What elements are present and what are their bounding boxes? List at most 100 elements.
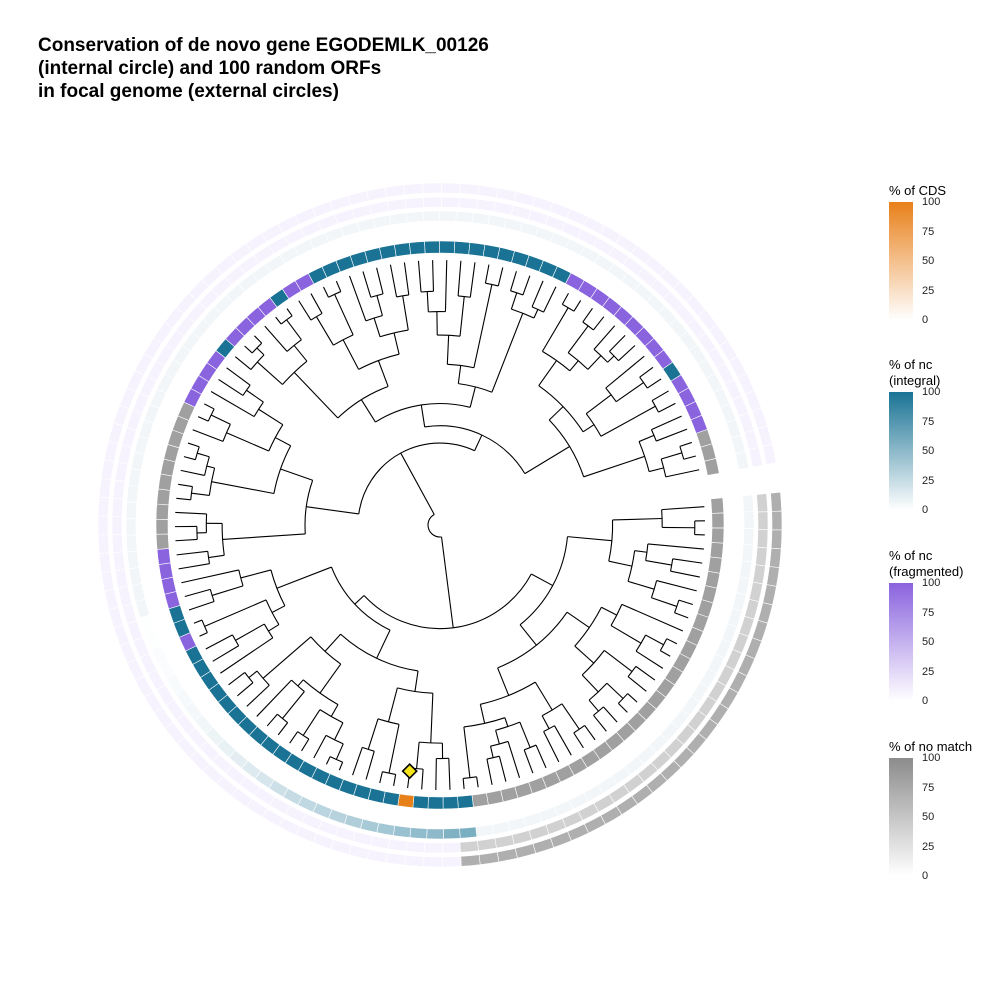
- tree-arc: [511, 308, 535, 319]
- tree-branch: [491, 313, 524, 393]
- outer-ring-cell: [128, 566, 142, 586]
- outer-ring-cell: [352, 831, 373, 846]
- tree-branch: [646, 378, 662, 389]
- tree-branch: [615, 382, 644, 403]
- outer-ring-cell: [376, 822, 396, 836]
- outer-ring-cell: [731, 395, 749, 417]
- outer-ring-cell: [104, 588, 119, 611]
- outer-ring-cell: [334, 825, 356, 842]
- tree-branch: [315, 316, 334, 346]
- outer-ring-cell: [369, 200, 390, 215]
- outer-ring-cell: [97, 534, 110, 555]
- tree-branch: [403, 262, 410, 295]
- tree-branch: [417, 260, 422, 293]
- outer-ring-cell: [441, 842, 461, 854]
- tree-arc: [297, 731, 310, 740]
- tree-branch: [444, 260, 448, 312]
- tree-branch: [373, 317, 381, 337]
- outer-ring-cell: [126, 484, 139, 503]
- tree-branch: [349, 275, 367, 322]
- legend-tick: 50: [922, 636, 935, 648]
- tree-branch: [376, 295, 383, 316]
- tree-branch: [473, 284, 493, 368]
- outer-ring-cell: [736, 576, 750, 596]
- legend-tick: 100: [922, 752, 941, 764]
- tree-arc: [208, 467, 216, 496]
- legend-nc-integral-title-1: % of nc: [889, 357, 933, 372]
- outer-ring-cell: [100, 459, 115, 481]
- tree-branch: [457, 260, 462, 296]
- inner-ring-cell: [382, 791, 400, 807]
- inner-ring-cell: [442, 796, 459, 810]
- tree-branch: [276, 566, 332, 589]
- outer-ring-cell: [519, 221, 539, 237]
- tree-branch: [462, 778, 465, 789]
- tree-branch: [519, 721, 531, 748]
- outer-ring-cell: [100, 570, 115, 592]
- outer-ring-cell: [405, 211, 424, 224]
- outer-ring-cell: [387, 838, 408, 852]
- tree-arc: [231, 634, 240, 647]
- outer-ring-cell: [113, 404, 130, 427]
- outer-ring-cell: [111, 497, 124, 517]
- tree-branch: [393, 774, 397, 787]
- tree-arc: [519, 536, 569, 626]
- outer-ring-cell: [752, 564, 766, 585]
- tree-branch: [421, 769, 424, 790]
- outer-ring-cell: [366, 849, 388, 864]
- tree-arc: [427, 513, 442, 538]
- outer-ring-cell: [743, 527, 755, 546]
- tree-branch: [603, 706, 618, 723]
- outer-ring-cell: [545, 818, 567, 835]
- tree-branch: [497, 667, 510, 696]
- legend-tick: 25: [922, 475, 935, 487]
- outer-ring-cell: [739, 560, 753, 579]
- tree-branch: [656, 580, 697, 592]
- tree-branch: [377, 360, 389, 387]
- tree-branch: [617, 702, 628, 713]
- legend-tick: 75: [922, 782, 935, 794]
- tree-arc: [458, 295, 471, 298]
- inner-ring-cell: [704, 570, 721, 589]
- tree-arc: [486, 755, 500, 760]
- inner-ring-cell: [468, 242, 486, 257]
- phylogenetic-tree: [175, 260, 705, 790]
- outer-ring-cell: [757, 425, 773, 447]
- inner-ring-cell: [711, 527, 725, 544]
- inner-ring-cell: [711, 512, 725, 529]
- outer-ring-cell: [409, 827, 428, 840]
- outer-ring-cell: [108, 422, 124, 444]
- outer-ring-cell: [360, 818, 380, 833]
- tree-branch: [457, 365, 462, 384]
- tree-arc: [627, 666, 637, 677]
- tree-arc: [495, 721, 521, 731]
- tree-branch: [352, 747, 363, 776]
- outer-ring-cell: [111, 533, 124, 553]
- tree-branch: [322, 286, 329, 298]
- outer-ring-cell: [550, 831, 572, 848]
- outer-rings: [97, 182, 783, 868]
- tree-branch: [627, 580, 655, 590]
- outer-ring-cell: [458, 197, 479, 210]
- legend-nc-fragmented-title-2: (fragmented): [889, 564, 964, 579]
- tree-branch: [548, 406, 564, 421]
- inner-ring-cell: [709, 542, 724, 559]
- tree-arc: [661, 509, 663, 528]
- outer-ring-cell: [351, 204, 372, 220]
- outer-ring-cell: [460, 854, 481, 867]
- legend-tick: 25: [922, 285, 935, 297]
- tree-branch: [286, 319, 302, 341]
- tree-branch: [645, 634, 664, 646]
- tree-arc: [250, 354, 265, 370]
- tree-branch: [605, 355, 645, 389]
- outer-ring-cell: [405, 840, 426, 853]
- tree-branch: [592, 316, 605, 331]
- tree-branch: [543, 286, 557, 313]
- outer-ring-cell: [422, 210, 440, 222]
- tree-arc: [251, 342, 263, 354]
- outer-ring-cell: [567, 823, 590, 842]
- tree-branch: [206, 465, 215, 469]
- tree-branch: [365, 751, 375, 780]
- inner-ring-cell: [394, 242, 412, 257]
- outer-ring-cell: [769, 547, 782, 569]
